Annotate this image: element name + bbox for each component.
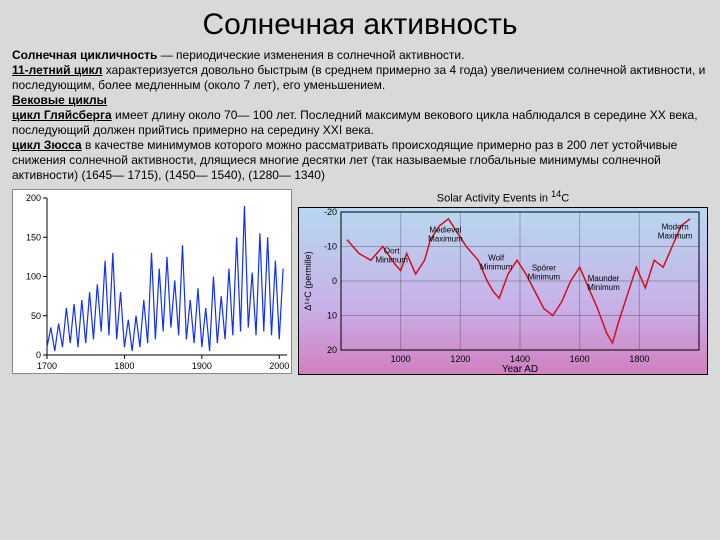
text: в качестве минимумов которого можно расс… [12, 138, 677, 182]
svg-text:0: 0 [36, 350, 41, 360]
svg-text:Year AD: Year AD [502, 364, 538, 374]
svg-text:Wolf: Wolf [488, 253, 505, 262]
svg-text:1800: 1800 [629, 354, 649, 364]
sunspot-cycle-chart: 0 50 100 150 200 1700 1800 1900 2000 [12, 189, 292, 374]
svg-text:-20: -20 [324, 208, 337, 217]
svg-text:150: 150 [26, 232, 41, 242]
svg-text:1000: 1000 [391, 354, 411, 364]
svg-text:1700: 1700 [37, 361, 57, 371]
text: — периодические изменения в солнечной ак… [157, 48, 464, 62]
c14-chart: -20 -10 0 10 20 1000 1200 1400 1600 1800 Year AD Δ¹… [298, 207, 708, 375]
svg-text:Maximum: Maximum [428, 234, 463, 243]
svg-text:1800: 1800 [114, 361, 134, 371]
text: характеризуется довольно быстрым (в сред… [12, 63, 705, 92]
term-secular: Вековые циклы [12, 93, 107, 107]
page-title: Солнечная активность [12, 8, 708, 42]
svg-text:200: 200 [26, 193, 41, 203]
svg-text:1200: 1200 [450, 354, 470, 364]
svg-text:Spörer: Spörer [532, 263, 556, 272]
svg-text:Δ¹⁴C (permille): Δ¹⁴C (permille) [303, 251, 313, 310]
svg-text:10: 10 [327, 310, 337, 320]
svg-text:1400: 1400 [510, 354, 530, 364]
svg-text:Minimum: Minimum [480, 262, 513, 271]
term-suess: цикл Зюсса [12, 138, 82, 152]
term-gleissberg: цикл Гляйсберга [12, 108, 112, 122]
svg-text:Oort: Oort [384, 246, 400, 255]
c14-chart-title: Solar Activity Events in 14C [298, 189, 708, 207]
svg-text:1600: 1600 [570, 354, 590, 364]
svg-text:20: 20 [327, 345, 337, 355]
term-cyclicity: Солнечная цикличность [12, 48, 157, 62]
svg-text:Medieval: Medieval [429, 225, 461, 234]
svg-text:100: 100 [26, 272, 41, 282]
svg-text:Minimum: Minimum [528, 272, 561, 281]
c14-chart-container: Solar Activity Events in 14C -20 -10 0 10 20… [298, 189, 708, 374]
svg-text:50: 50 [31, 311, 41, 321]
svg-text:Maunder: Maunder [588, 274, 620, 283]
svg-text:-10: -10 [324, 241, 337, 251]
svg-text:Minimum: Minimum [587, 283, 620, 292]
text: имеет длину около 70— 100 лет. Последний… [12, 108, 698, 137]
svg-text:2000: 2000 [269, 361, 289, 371]
svg-text:Modern: Modern [662, 222, 689, 231]
svg-text:Minimum: Minimum [375, 255, 408, 264]
body-text: Солнечная цикличность — периодические из… [12, 48, 708, 183]
svg-text:Maximum: Maximum [658, 231, 693, 240]
term-11year: 11-летний цикл [12, 63, 102, 77]
svg-text:1900: 1900 [192, 361, 212, 371]
svg-text:0: 0 [332, 276, 337, 286]
